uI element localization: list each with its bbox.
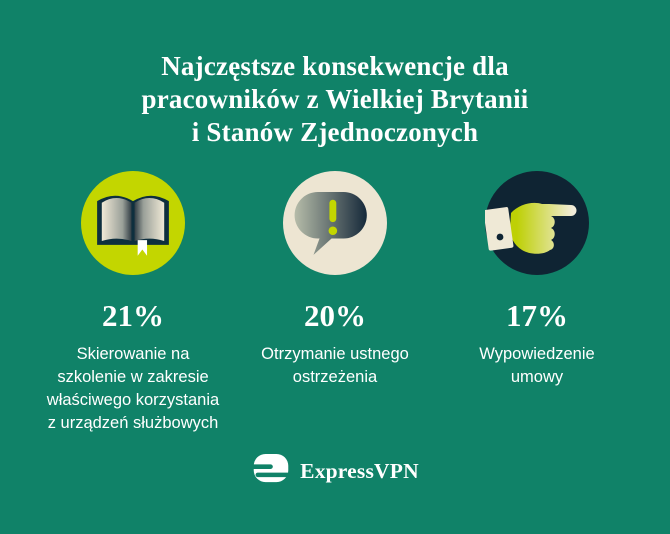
- brand-footer: ExpressVPN: [0, 452, 670, 490]
- brand-wordmark: ExpressVPN: [300, 458, 419, 483]
- stat-label-line: Skierowanie na: [76, 345, 190, 363]
- stat-label-line: Wypowiedzenie: [479, 345, 595, 363]
- stat-column-training: 21% Skierowanie na szkolenie w zakresie …: [32, 171, 234, 435]
- open-book-icon: [81, 171, 185, 275]
- stat-percent: 21%: [102, 298, 164, 333]
- stats-row: 21% Skierowanie na szkolenie w zakresie …: [0, 171, 670, 435]
- stat-label: Wypowiedzenie umowy: [479, 343, 594, 389]
- stat-label: Skierowanie na szkolenie w zakresie właś…: [47, 343, 219, 435]
- stat-label-line: umowy: [510, 368, 564, 386]
- pointing-hand-icon: [485, 171, 589, 275]
- stat-label-line: Otrzymanie ustnego: [261, 345, 409, 363]
- stat-column-warning: 20% Otrzymanie ustnego ostrzeżenia: [234, 171, 436, 435]
- stat-label-line: szkolenie w zakresie: [57, 368, 209, 386]
- stat-percent: 20%: [304, 298, 366, 333]
- speech-bubble-exclamation-icon: [283, 171, 387, 275]
- title-line-3: i Stanów Zjednoczonych: [191, 117, 479, 147]
- stat-label-line: z urządzeń służbowych: [47, 414, 219, 432]
- stat-label-line: właściwego korzystania: [46, 391, 220, 409]
- stat-label-line: ostrzeżenia: [292, 368, 378, 386]
- stat-label: Otrzymanie ustnego ostrzeżenia: [261, 343, 409, 389]
- stat-percent: 17%: [506, 298, 568, 333]
- stat-column-termination: 17% Wypowiedzenie umowy: [436, 171, 638, 435]
- page-title: Najczęstsze konsekwencje dla pracowników…: [0, 0, 670, 149]
- title-line-2: pracowników z Wielkiej Brytanii: [141, 84, 529, 114]
- expressvpn-logo-icon: [249, 452, 294, 490]
- title-line-1: Najczęstsze konsekwencje dla: [161, 51, 509, 81]
